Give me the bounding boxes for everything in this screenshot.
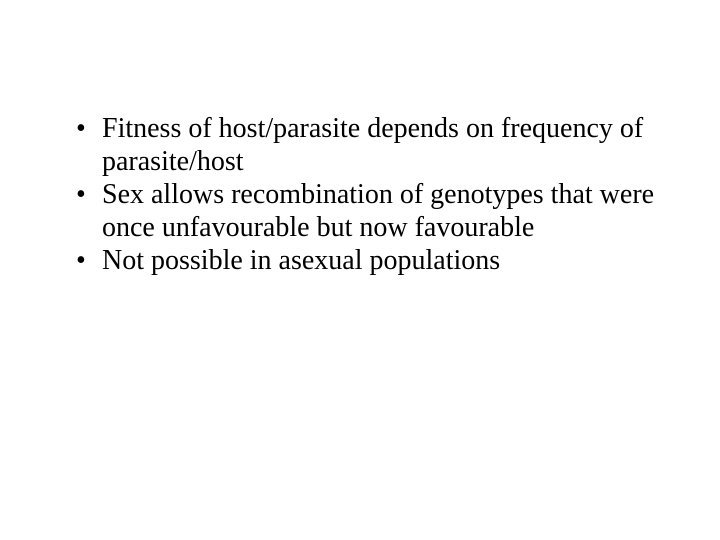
bullet-text: Fitness of host/parasite depends on freq… bbox=[102, 113, 643, 177]
bullet-list: Fitness of host/parasite depends on freq… bbox=[74, 112, 680, 277]
bullet-text: Not possible in asexual populations bbox=[102, 245, 500, 276]
list-item: Not possible in asexual populations bbox=[74, 244, 680, 277]
list-item: Sex allows recombination of genotypes th… bbox=[74, 178, 680, 244]
bullet-text: Sex allows recombination of genotypes th… bbox=[102, 179, 654, 243]
slide: Fitness of host/parasite depends on freq… bbox=[0, 0, 720, 540]
list-item: Fitness of host/parasite depends on freq… bbox=[74, 112, 680, 178]
